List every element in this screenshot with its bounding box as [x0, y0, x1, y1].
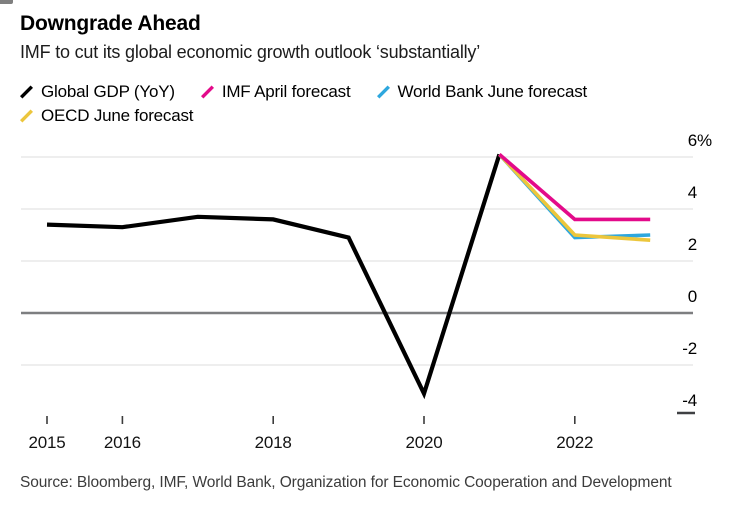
- chart-subtitle: IMF to cut its global economic growth ou…: [20, 42, 481, 62]
- y-axis-unit: %: [697, 131, 712, 150]
- source-note: Source: Bloomberg, IMF, World Bank, Orga…: [20, 474, 672, 491]
- y-axis-label--4: -4: [682, 391, 697, 410]
- series-line-world-bank-june-forecast: [498, 153, 651, 240]
- legend-item-oecd-june-forecast: OECD June forecast: [20, 105, 194, 127]
- legend-label: IMF April forecast: [221, 82, 351, 101]
- series-line-global-gdp-yoy: [46, 153, 502, 400]
- x-axis-label-2020: 2020: [405, 433, 443, 452]
- x-axis-label-2018: 2018: [254, 433, 292, 452]
- legend-item-global-gdp-yoy: Global GDP (YoY): [20, 81, 175, 103]
- corner-mark: [0, 0, 13, 4]
- y-axis-label-2: 2: [687, 235, 697, 254]
- legend-label: OECD June forecast: [41, 106, 194, 125]
- x-axis-label-2015: 2015: [28, 433, 66, 452]
- y-axis-label-0: 0: [687, 287, 697, 306]
- chart-title: Downgrade Ahead: [20, 12, 201, 35]
- series-line-imf-april-forecast: [498, 153, 651, 222]
- y-axis-label-6: 6%: [687, 131, 712, 150]
- x-axis-label-2022: 2022: [556, 433, 594, 452]
- y-axis-label--2: -2: [682, 339, 697, 358]
- series-line-oecd-june-forecast: [498, 153, 651, 242]
- x-axis-label-2016: 2016: [103, 433, 141, 452]
- legend-slash-icon: [376, 85, 390, 99]
- legend-label: World Bank June forecast: [397, 82, 588, 101]
- legend-slash-icon: [20, 85, 33, 99]
- y-axis-label-4: 4: [687, 183, 697, 202]
- legend-item-world-bank-june-forecast: World Bank June forecast: [376, 81, 588, 103]
- legend-item-imf-april-forecast: IMF April forecast: [200, 81, 351, 103]
- legend: Global GDP (YoY) IMF April forecast World …: [20, 81, 714, 127]
- legend-slash-icon: [200, 85, 214, 99]
- legend-slash-icon: [20, 109, 33, 123]
- legend-label: Global GDP (YoY): [41, 82, 175, 101]
